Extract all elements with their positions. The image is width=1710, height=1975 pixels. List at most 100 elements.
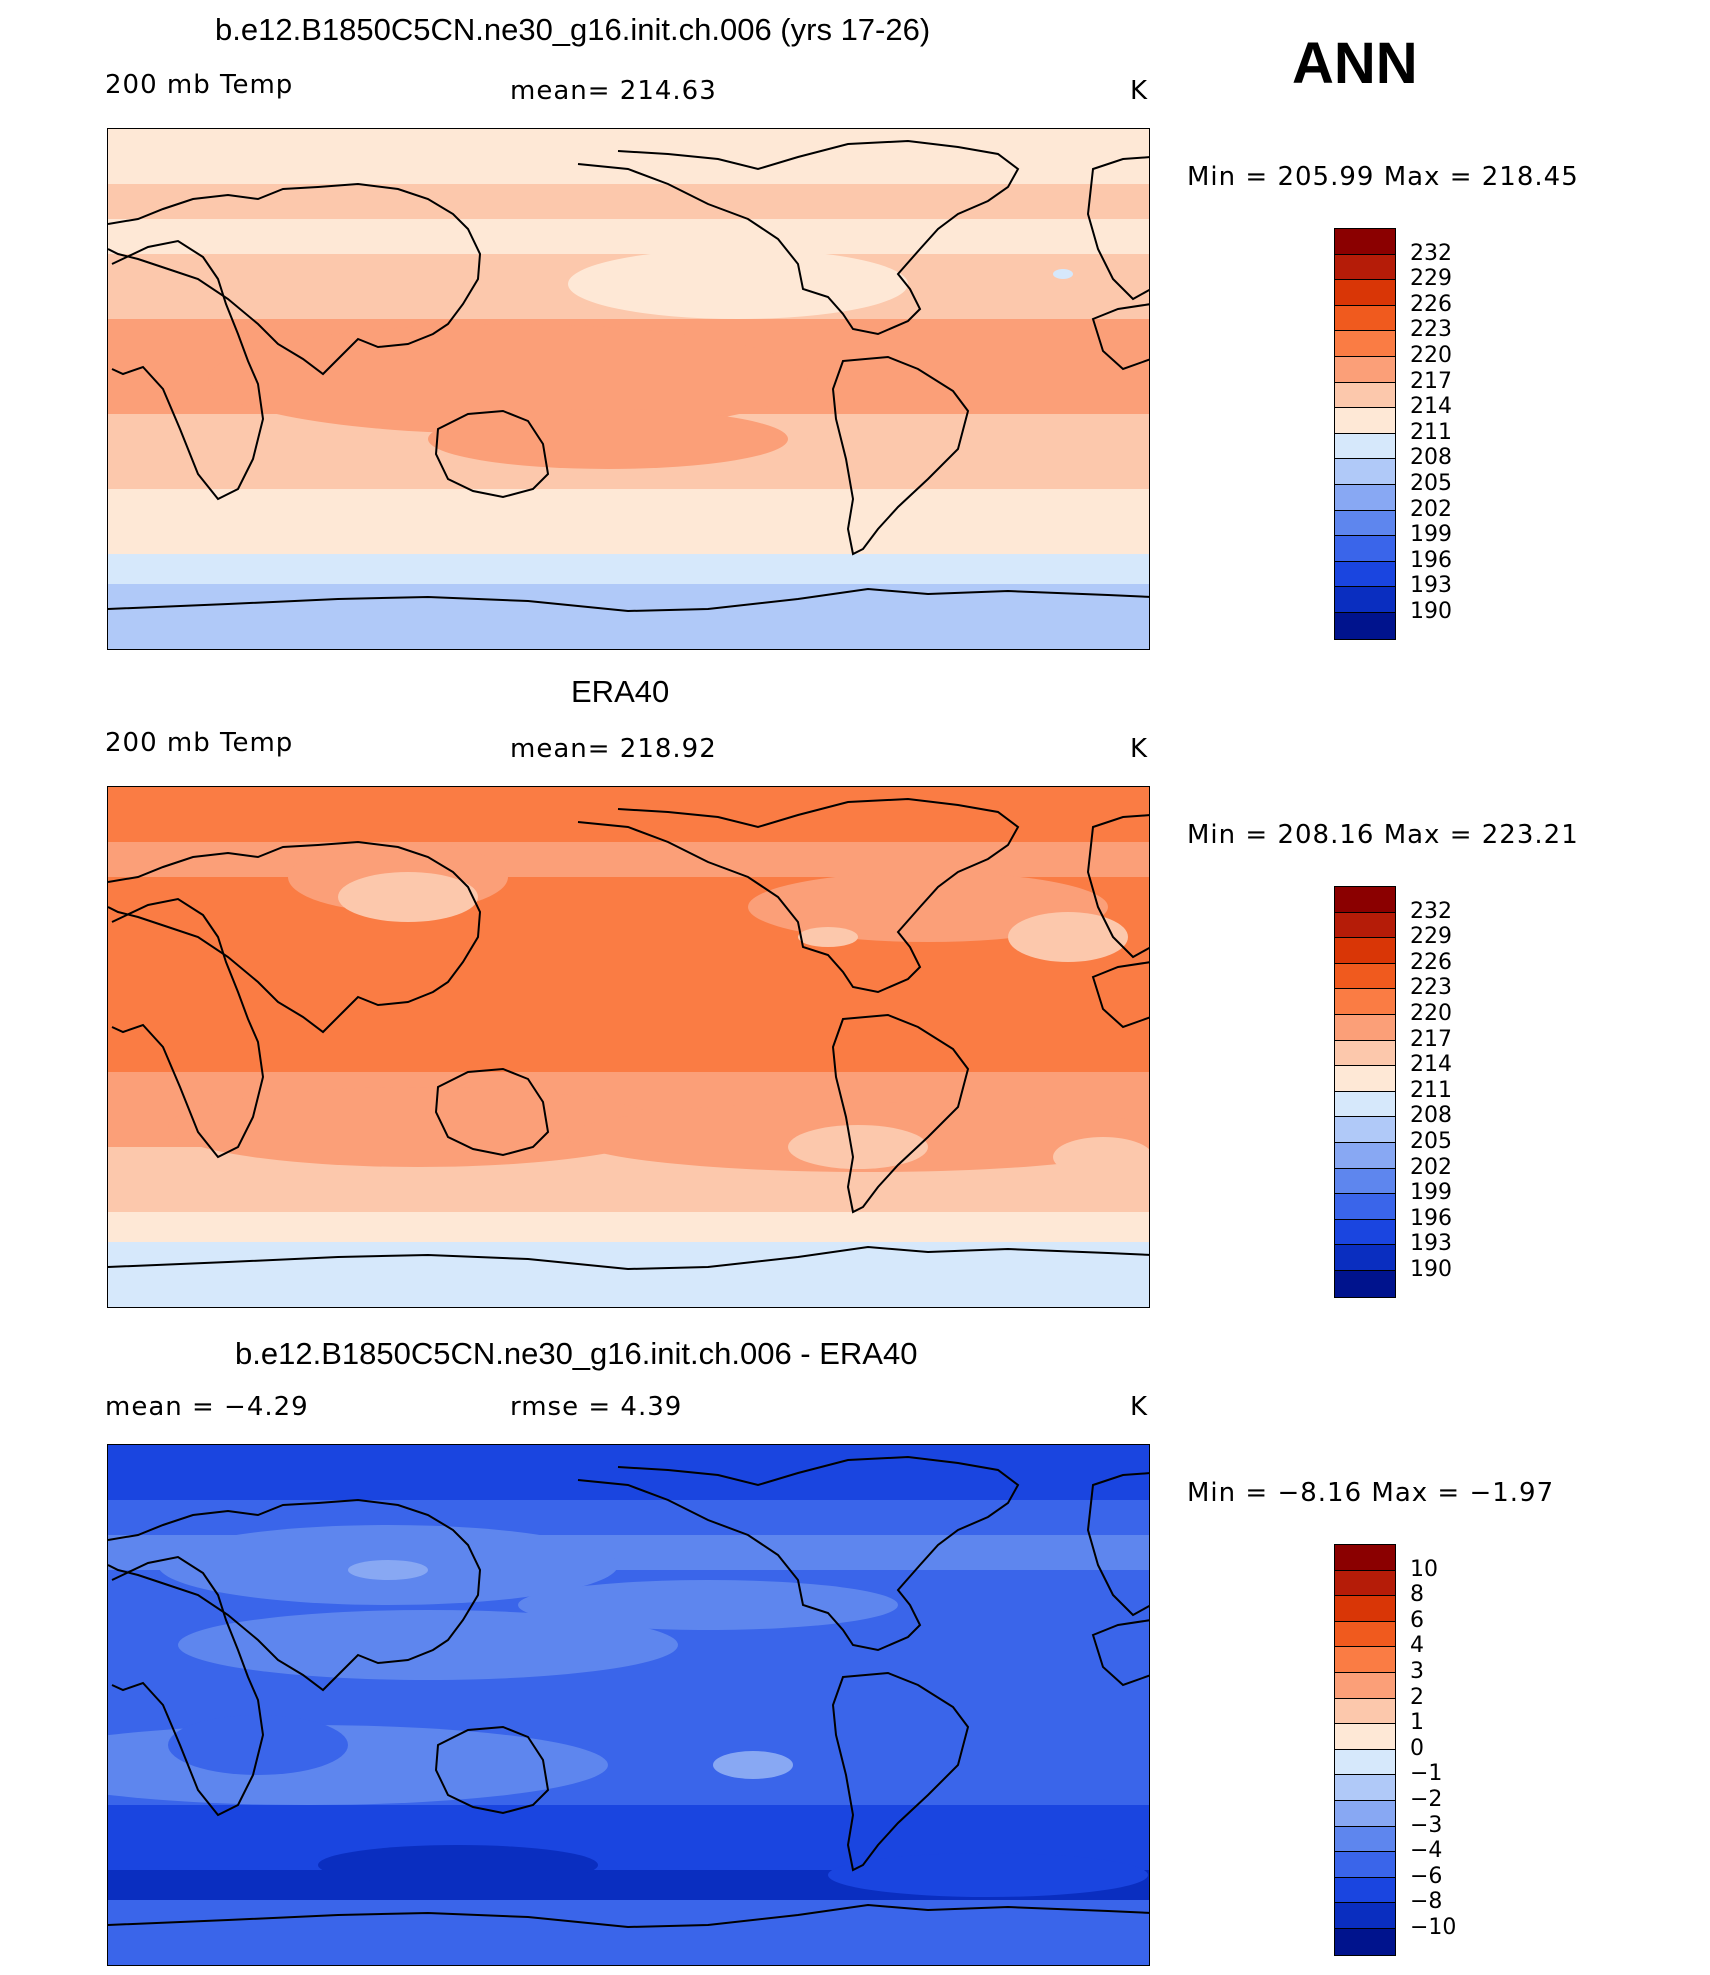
colorbar-tick-label: 229 xyxy=(1410,266,1452,292)
coastline xyxy=(108,1498,482,1692)
colorbar-swatch xyxy=(1335,484,1395,511)
colorbar-swatch xyxy=(1335,1826,1395,1853)
coastline xyxy=(111,897,265,1159)
colorbar-tick-label: 217 xyxy=(1410,1026,1452,1052)
colorbar-tick-label: 223 xyxy=(1410,317,1452,343)
colorbar-tick-label: −2 xyxy=(1410,1787,1443,1812)
colorbar-swatch xyxy=(1335,1877,1395,1904)
colorbar-tick-label: −6 xyxy=(1410,1863,1443,1889)
colorbar-tick-label: 220 xyxy=(1410,343,1452,368)
colorbar-swatch xyxy=(1335,536,1395,562)
coastline xyxy=(111,1555,265,1817)
coastline xyxy=(108,840,482,1034)
colorbar-swatch xyxy=(1335,1117,1395,1143)
colorbar-tick-label: 211 xyxy=(1410,419,1452,445)
colorbar-swatch xyxy=(1335,510,1395,537)
colorbar-tick-label: 4 xyxy=(1410,1633,1424,1659)
colorbar-tick-label: −1 xyxy=(1410,1761,1443,1787)
panel-2-minmax-label: Min = 208.16 Max = 223.21 xyxy=(1187,820,1579,850)
colorbar-tick-label: −8 xyxy=(1410,1889,1443,1915)
colorbar-tick-label: 232 xyxy=(1410,240,1452,266)
colorbar-swatch xyxy=(1335,433,1395,460)
coastline xyxy=(111,239,265,501)
coastline xyxy=(831,355,970,556)
colorbar-swatch xyxy=(1335,989,1395,1015)
colorbar-tick-label: 196 xyxy=(1410,547,1452,573)
contour-region xyxy=(318,1845,598,1885)
colorbar-tick-label: 0 xyxy=(1410,1735,1424,1761)
colorbar-swatch xyxy=(1335,612,1395,639)
contour-band xyxy=(108,1242,1149,1307)
coastline xyxy=(831,1671,970,1872)
colorbar-tick-label: −10 xyxy=(1410,1915,1457,1940)
panel-2-map xyxy=(107,786,1150,1308)
coastline xyxy=(1086,156,1149,301)
panel-2-mean-label: mean= 218.92 xyxy=(510,734,717,764)
coastline xyxy=(434,1067,550,1157)
season-label: ANN xyxy=(1292,31,1418,96)
panel-1-minmax-label: Min = 205.99 Max = 218.45 xyxy=(1187,162,1579,192)
contour-band xyxy=(108,184,1149,219)
colorbar-tick-label: 2 xyxy=(1410,1684,1424,1710)
panel-3-rmse-label: rmse = 4.39 xyxy=(510,1392,683,1422)
panel-1-title: b.e12.B1850C5CN.ne30_g16.init.ch.006 (yr… xyxy=(215,12,931,47)
contour-region xyxy=(428,409,788,469)
contour-region xyxy=(788,1125,928,1169)
colorbar-swatch xyxy=(1335,1596,1395,1622)
colorbar-tick-label: 226 xyxy=(1410,291,1452,317)
contour-region xyxy=(168,1715,348,1775)
colorbar-swatch xyxy=(1335,1040,1395,1067)
colorbar-swatch xyxy=(1335,1570,1395,1597)
coastline xyxy=(1086,814,1149,959)
colorbar-tick-label: 193 xyxy=(1410,1231,1452,1257)
colorbar-tick-label: 208 xyxy=(1410,445,1452,471)
panel-2-variable-label: 200 mb Temp xyxy=(105,728,294,758)
colorbar-swatch xyxy=(1335,1270,1395,1297)
colorbar-swatch xyxy=(1335,912,1395,939)
coastline xyxy=(1091,1619,1149,1687)
panel-2-units-label: K xyxy=(1130,734,1149,764)
contour-region xyxy=(713,1751,793,1779)
colorbar-tick-label: 3 xyxy=(1410,1659,1424,1684)
contour-region xyxy=(338,872,478,922)
colorbar-tick-label: 6 xyxy=(1410,1607,1424,1633)
colorbar-swatch xyxy=(1335,1219,1395,1246)
colorbar-tick-label: 10 xyxy=(1410,1556,1438,1582)
colorbar-swatch xyxy=(1335,408,1395,434)
colorbar-tick-label: 1 xyxy=(1410,1710,1424,1736)
contour-band xyxy=(108,842,1149,877)
colorbar-tick-label: 199 xyxy=(1410,522,1452,548)
colorbar-swatch xyxy=(1335,1903,1395,1929)
colorbar-tick-label: 205 xyxy=(1410,471,1452,496)
colorbar-swatch xyxy=(1335,1142,1395,1169)
colorbar-swatch xyxy=(1335,963,1395,990)
colorbar-swatch xyxy=(1335,587,1395,613)
colorbar-swatch xyxy=(1335,561,1395,588)
colorbar-tick-label: 8 xyxy=(1410,1582,1424,1608)
colorbar-tick-label: 214 xyxy=(1410,1052,1452,1078)
colorbar-swatch xyxy=(1335,356,1395,383)
panel-1-colorbar xyxy=(1334,228,1396,640)
coastline xyxy=(1091,303,1149,371)
contour-band xyxy=(108,1500,1149,1535)
contour-band xyxy=(108,219,1149,254)
colorbar-swatch xyxy=(1335,280,1395,306)
colorbar-swatch xyxy=(1335,1168,1395,1195)
panel-1-map xyxy=(107,128,1150,650)
contour-band xyxy=(108,129,1149,184)
colorbar-swatch xyxy=(1335,887,1395,913)
contour-region xyxy=(1008,912,1128,962)
contour-band xyxy=(108,787,1149,842)
colorbar-tick-label: 229 xyxy=(1410,924,1452,950)
panel-1-units-label: K xyxy=(1130,76,1149,106)
coastline xyxy=(577,1455,1020,1652)
colorbar-tick-label: 223 xyxy=(1410,975,1452,1001)
colorbar-swatch xyxy=(1335,1545,1395,1571)
contour-region xyxy=(1053,269,1073,279)
contour-region xyxy=(1053,1137,1149,1177)
colorbar-tick-label: 226 xyxy=(1410,949,1452,975)
colorbar-swatch xyxy=(1335,1724,1395,1750)
colorbar-swatch xyxy=(1335,254,1395,281)
colorbar-swatch xyxy=(1335,1647,1395,1673)
colorbar-swatch xyxy=(1335,1245,1395,1271)
